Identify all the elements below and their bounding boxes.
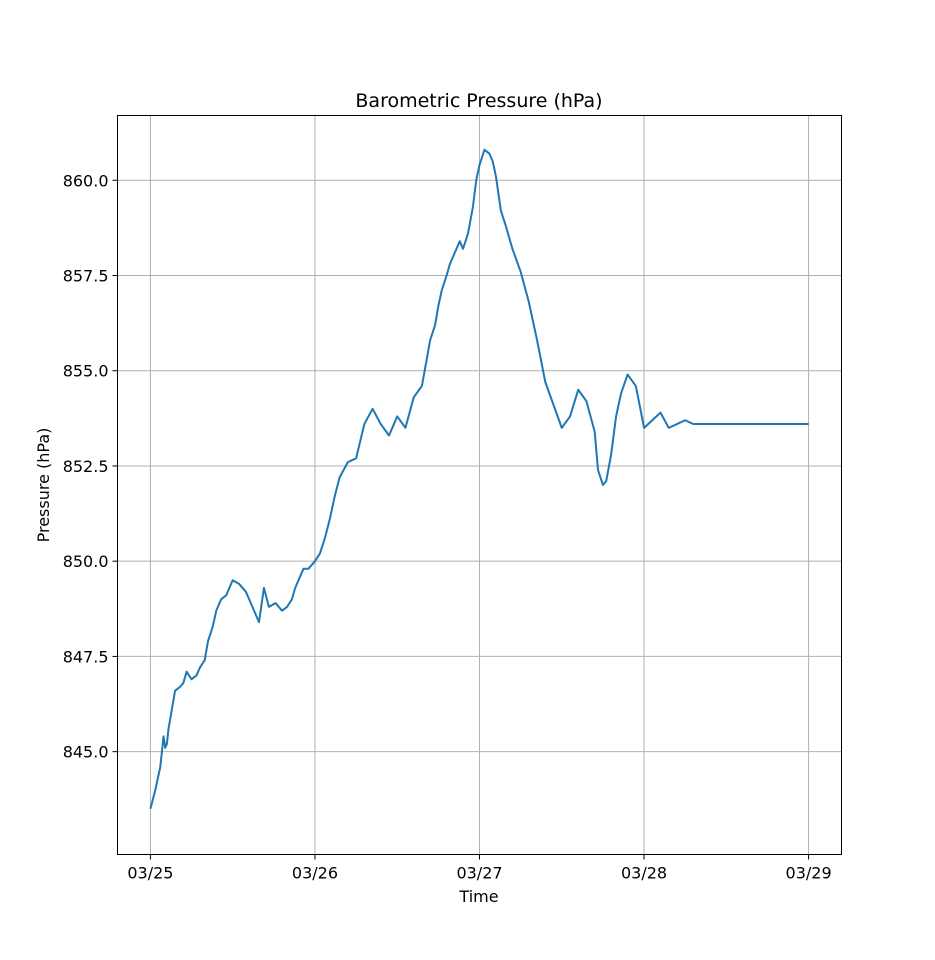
y-tick-label: 850.0	[63, 552, 109, 571]
y-tick-label: 855.0	[63, 362, 109, 381]
x-tick-label: 03/25	[127, 864, 173, 883]
y-tick-label: 860.0	[63, 171, 109, 190]
x-tick-label: 03/27	[456, 864, 502, 883]
grid-lines	[117, 115, 842, 855]
x-axis-ticks: 03/25 03/26 03/27 03/28 03/29	[127, 854, 832, 883]
x-tick-label: 03/26	[292, 864, 338, 883]
y-axis-label: Pressure (hPa)	[34, 428, 53, 543]
y-tick-label: 847.5	[63, 647, 109, 666]
y-axis-ticks: 845.0 847.5 850.0 852.5 855.0 857.5 860.0	[63, 171, 118, 762]
x-tick-label: 03/29	[786, 864, 832, 883]
x-tick-label: 03/28	[621, 864, 667, 883]
y-tick-label: 845.0	[63, 743, 109, 762]
series-layer	[149, 148, 809, 810]
y-tick-label: 852.5	[63, 457, 109, 476]
pressure-series-line	[149, 148, 809, 810]
x-axis-label: Time	[458, 887, 498, 906]
chart-title: Barometric Pressure (hPa)	[355, 90, 602, 112]
y-tick-label: 857.5	[63, 266, 109, 285]
